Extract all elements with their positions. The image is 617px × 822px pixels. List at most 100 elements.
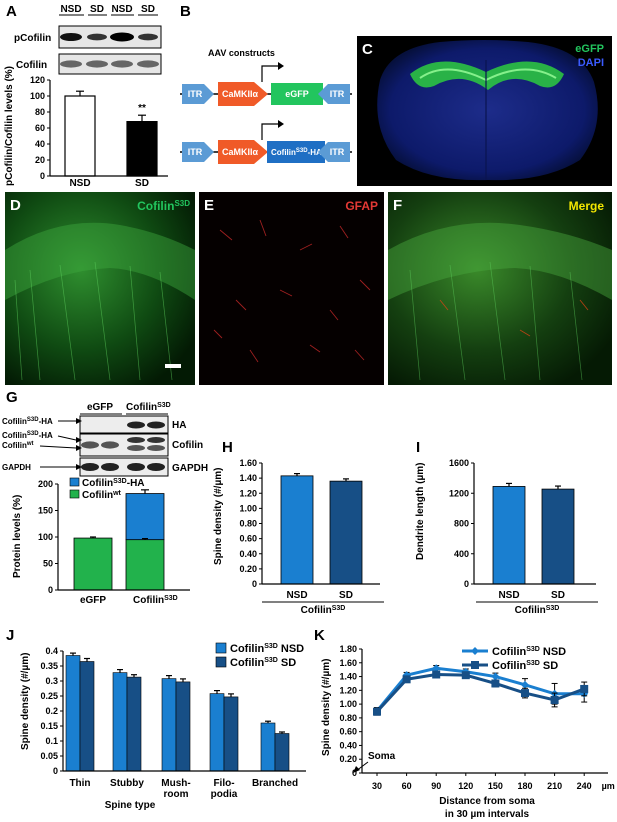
panel-label-b: B [180,3,191,20]
y-axis-label: pCofilin/Cofilin levels (%) [4,66,15,186]
cofilin-construct-label: CofilinS3D-HA [271,148,322,157]
panel-label-f: F [393,197,402,214]
bar [329,480,363,585]
y-tick-label: 0.20 [339,754,357,764]
itr-label: ITR [188,89,203,99]
gfap-signal [213,219,371,363]
blot-label-cofilin: Cofilin [16,60,47,71]
y-tick-label: 0.35 [40,661,58,671]
micrograph-d [5,192,195,385]
x-axis-title-1: Distance from soma [439,796,535,807]
x-category-label-line2: room [164,789,189,800]
y-tick-label: 400 [454,549,469,559]
x-label-sd: SD [551,590,565,601]
blot-right-ha: HA [172,420,186,431]
y-tick-label: 1.60 [339,658,357,668]
panel-b: B AAV constructs ITR CaMKIIα eGFP ITR IT… [180,3,352,164]
y-tick-label: 1.60 [239,458,257,468]
micrograph-f [388,192,612,385]
y-tick-label: 0.4 [45,646,58,656]
x-category-label: Branched [252,778,298,789]
y-axis-label: Protein levels (%) [12,495,23,578]
x-label-nsd: NSD [286,590,307,601]
legend-swatch [215,642,227,654]
blot-ha [79,415,169,434]
group-label: CofilinS3D [301,605,346,616]
channel-label-merge: Merge [569,199,605,213]
bar [260,722,276,772]
data-point [580,684,589,693]
chart-a: 0 20 40 60 80 100 120 [30,75,168,181]
panel-label-k: K [314,627,325,644]
channel-label-cofilin: CofilinS3D [137,199,190,213]
micrograph-e [199,192,384,385]
bar [223,696,239,772]
channel-label-gfap: GFAP [345,199,378,213]
y-tick-label: 1.80 [339,644,357,654]
y-tick-label: 100 [38,532,53,542]
x-tick-label: 120 [458,781,473,791]
chart-h: 0 0.20 0.40 0.60 0.80 1.00 1.20 1.40 1.60 [239,458,380,589]
y-tick-label: 1.00 [239,503,257,513]
arrow-label-ha: CofilinS3D-HA [2,417,53,426]
bar [65,655,81,772]
panel-label-c: C [362,41,373,58]
bar [64,95,96,177]
panel-a-lane-labels: NSD SD NSD SD [59,4,158,16]
y-tick-label: 0 [352,768,357,778]
y-axis-label: Spine density (#/µm) [213,468,224,565]
x-tick-label: 30 [372,781,382,791]
y-tick-label: 0.25 [40,691,58,701]
y-tick-label: 0.05 [40,751,58,761]
x-tick-label: 90 [431,781,441,791]
y-tick-label: 0.3 [45,676,58,686]
y-tick-label: 1.00 [339,699,357,709]
series-line [375,666,585,712]
bar [541,488,575,585]
x-axis-title-2: in 30 µm intervals [445,809,530,820]
construct-title: AAV constructs [208,48,275,58]
y-tick-label: 0.40 [239,549,257,559]
chart-g: 0 50 100 150 200 [38,479,190,595]
panel-h: H 0 0.20 0.40 0.60 0.80 1.00 1.20 1.40 1.60 Spin… [213,439,384,616]
panel-label-d: D [10,197,21,214]
x-label-cofilin: CofilinS3D [133,595,178,606]
bar-ha [125,493,165,541]
arrow-label-cofilin-ha: CofilinS3D-HA [2,431,53,440]
y-tick-label: 0.80 [239,519,257,529]
arrow-label-gapdh: GAPDH [2,463,31,472]
y-axis-label: Dendrite length (µm) [415,463,426,560]
x-category-label: Filo- [213,778,234,789]
y-tick-label: 0.1 [45,736,58,746]
legend-j: CofilinS3D NSD CofilinS3D SD [215,642,304,669]
legend-g: CofilinS3D-HA Cofilinwt [69,477,145,501]
y-tick-label: 120 [30,75,45,85]
legend-label: CofilinS3D SD [230,657,296,669]
bar [175,681,191,772]
construct-cofilin: ITR CaMKIIα CofilinS3D-HA ITR [180,120,352,164]
x-label-sd: SD [135,178,149,189]
y-tick-label: 1200 [449,488,469,498]
y-tick-label: 20 [35,155,45,165]
y-axis-label: Spine density (#/µm) [20,653,31,750]
y-tick-label: 0.2 [45,706,58,716]
y-tick-label: 0 [464,579,469,589]
x-category-label: Mush- [161,778,190,789]
bar [274,733,290,772]
legend-swatch [215,656,227,668]
data-point [461,671,470,680]
y-tick-label: 1.20 [339,685,357,695]
blot-cofilin [58,53,162,75]
itr-label: ITR [330,89,345,99]
y-tick-label: 80 [35,107,45,117]
y-tick-label: 0.15 [40,721,58,731]
chart-j: 0 0.05 0.1 0.15 0.2 0.25 0.3 0.35 0.4 [40,646,306,776]
soma-label: Soma [368,751,396,762]
y-tick-label: 1.40 [339,672,357,682]
data-point [521,689,529,698]
panel-c: C eGFP DAPI [357,36,612,186]
blot-pcofilin [58,25,162,49]
itr-label: ITR [188,147,203,157]
bar-wt [73,537,113,591]
panel-label-a: A [6,3,17,20]
